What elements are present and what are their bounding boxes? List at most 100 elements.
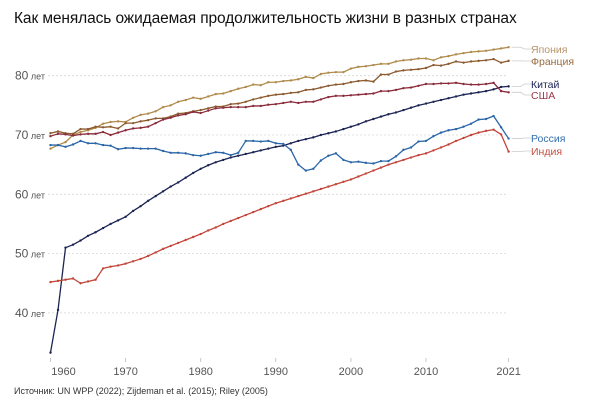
data-point — [109, 265, 112, 268]
data-point — [79, 239, 82, 242]
data-point — [364, 120, 368, 123]
data-point — [492, 48, 495, 51]
data-point — [507, 137, 510, 140]
data-point — [146, 199, 150, 203]
data-point — [214, 92, 217, 96]
data-point — [327, 71, 330, 74]
data-point — [94, 125, 97, 128]
data-point — [71, 134, 75, 137]
data-point — [469, 133, 473, 137]
data-point — [499, 89, 503, 93]
data-point — [49, 143, 52, 147]
data-point — [364, 65, 368, 68]
data-point — [267, 103, 270, 106]
data-point — [342, 94, 345, 98]
data-point — [432, 134, 435, 138]
data-point — [364, 172, 368, 175]
data-point — [191, 96, 195, 99]
data-point — [169, 151, 172, 154]
data-point — [49, 134, 52, 138]
data-point — [49, 351, 52, 354]
data-point — [237, 216, 240, 220]
data-point — [432, 82, 435, 86]
data-point — [154, 121, 157, 125]
data-point — [379, 166, 383, 169]
data-point — [454, 127, 458, 131]
data-point — [237, 102, 240, 105]
data-point — [244, 100, 247, 103]
data-point — [207, 229, 210, 232]
data-point — [71, 277, 75, 280]
data-point — [184, 98, 187, 102]
data-point — [56, 130, 60, 133]
data-point — [297, 101, 300, 105]
data-point — [64, 278, 67, 281]
data-point — [462, 51, 465, 55]
data-point — [229, 153, 232, 157]
data-point — [49, 147, 52, 150]
data-point — [394, 60, 398, 63]
data-point — [327, 185, 330, 188]
data-point — [199, 97, 202, 101]
data-point — [432, 149, 435, 152]
data-point — [402, 69, 405, 72]
data-point — [184, 113, 187, 116]
data-point — [334, 83, 338, 86]
data-point — [304, 100, 308, 103]
data-point — [289, 197, 293, 200]
data-point — [124, 129, 127, 132]
x-tick-label: 2010 — [414, 366, 438, 378]
data-point — [86, 132, 90, 136]
data-point — [507, 46, 510, 49]
data-point — [312, 136, 315, 139]
data-point — [154, 251, 157, 254]
data-point — [267, 147, 270, 150]
data-point — [169, 116, 172, 120]
data-point — [259, 149, 262, 152]
data-point — [79, 127, 82, 131]
data-point — [394, 88, 398, 92]
data-point — [161, 247, 165, 251]
data-point — [64, 140, 67, 144]
data-point — [357, 93, 360, 96]
data-point — [462, 125, 465, 128]
data-point — [282, 92, 285, 96]
data-point — [116, 120, 120, 123]
data-point — [484, 82, 488, 86]
data-point — [492, 88, 495, 91]
series-line — [50, 58, 509, 135]
data-point — [79, 139, 82, 143]
y-tick-label: 40 лет — [15, 306, 45, 320]
data-point — [252, 83, 255, 86]
data-point — [447, 97, 450, 100]
data-point — [492, 81, 495, 85]
data-point — [357, 160, 360, 163]
data-point — [492, 57, 495, 61]
data-point — [424, 66, 428, 70]
data-point — [124, 262, 127, 265]
data-point — [101, 122, 105, 125]
data-point — [199, 167, 202, 171]
data-point — [297, 91, 300, 94]
data-point — [507, 91, 510, 94]
data-point — [259, 83, 262, 87]
data-point — [424, 82, 428, 86]
data-point — [409, 68, 413, 71]
data-point — [259, 140, 262, 143]
data-point — [274, 142, 277, 145]
data-point — [282, 101, 285, 105]
data-point — [244, 152, 247, 156]
data-point — [282, 142, 285, 146]
data-point — [71, 243, 75, 246]
series-США: США — [49, 81, 555, 138]
data-point — [289, 148, 293, 152]
data-point — [146, 147, 150, 150]
data-point — [274, 201, 277, 205]
data-point — [357, 175, 360, 178]
data-point — [342, 82, 345, 86]
data-point — [499, 133, 503, 136]
data-point — [469, 122, 473, 125]
data-point — [229, 102, 232, 106]
data-point — [439, 82, 443, 85]
